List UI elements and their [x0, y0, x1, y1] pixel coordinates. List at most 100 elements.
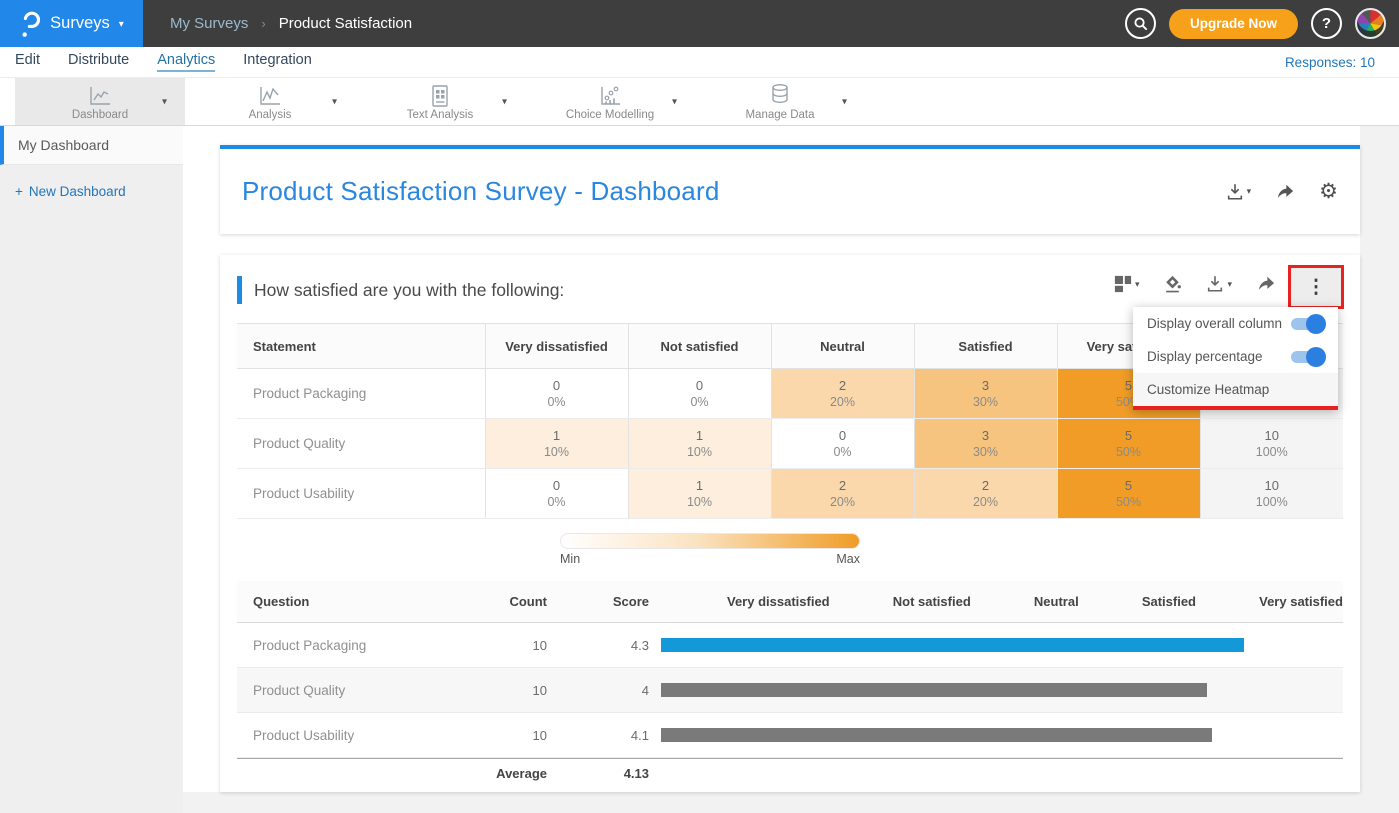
- download-widget-button[interactable]: ▾: [1206, 275, 1232, 293]
- responses-count[interactable]: Responses: 10: [1284, 54, 1375, 70]
- chevron-down-icon[interactable]: ▾: [841, 96, 847, 107]
- score-bar: [661, 638, 1245, 652]
- header-actions: Upgrade Now ?: [1124, 8, 1399, 39]
- fill-color-button[interactable]: [1163, 275, 1182, 293]
- breadcrumb-my-surveys[interactable]: My Surveys: [170, 15, 249, 32]
- scale-very-dissatisfied: Very dissatisfied: [727, 594, 830, 609]
- chart-type-button[interactable]: ▾: [1114, 275, 1139, 293]
- legend-min-label: Min: [560, 552, 581, 566]
- toggle-display-percentage[interactable]: [1291, 346, 1326, 367]
- menu-item-label: Customize Heatmap: [1147, 382, 1270, 397]
- row-label: Product Packaging: [237, 368, 486, 419]
- widget-more-options-button[interactable]: ⋮: [1288, 265, 1344, 309]
- ribbon-label: Manage Data: [745, 108, 815, 121]
- download-dashboard-button[interactable]: ▾: [1226, 183, 1252, 201]
- ribbon-label: Text Analysis: [406, 108, 474, 121]
- tab-distribute[interactable]: Distribute: [68, 52, 130, 68]
- legend-max-label: Max: [836, 552, 860, 566]
- menu-item-customize-heatmap[interactable]: Customize Heatmap: [1133, 373, 1338, 406]
- product-name: Surveys: [50, 14, 110, 32]
- tab-analytics[interactable]: Analytics: [157, 52, 216, 72]
- kebab-menu-icon: ⋮: [1306, 276, 1326, 298]
- widget-options-menu: Display overall column Display percentag…: [1133, 307, 1338, 410]
- col-score: Score: [612, 594, 649, 609]
- main-tab-bar: Edit Distribute Analytics Integration Re…: [0, 47, 1399, 78]
- ribbon-item-manage-data[interactable]: Manage Data ▾: [695, 78, 865, 125]
- heatmap-cell: 1 10%: [628, 418, 772, 469]
- ribbon-label: Choice Modelling: [565, 108, 655, 121]
- heatmap-cell: 2 20%: [771, 468, 915, 519]
- dashboard-sidebar: My Dashboard + New Dashboard: [0, 126, 183, 813]
- app-logo-menu[interactable]: Surveys ▾: [0, 0, 143, 47]
- score-value: 4.1: [630, 727, 649, 743]
- score-value: 4: [641, 682, 649, 698]
- col-satisfied: Satisfied: [914, 323, 1058, 369]
- breadcrumb: My Surveys › Product Satisfaction: [170, 15, 412, 32]
- database-icon: [768, 83, 792, 107]
- avatar[interactable]: [1355, 8, 1386, 39]
- share-widget-button[interactable]: [1256, 275, 1276, 293]
- heatmap-cell: 1 10%: [628, 468, 772, 519]
- col-very-dissatisfied: Very dissatisfied: [485, 323, 629, 369]
- col-not-satisfied: Not satisfied: [628, 323, 772, 369]
- average-value: 4.13: [623, 766, 649, 781]
- ribbon-item-analysis[interactable]: Analysis ▾: [185, 78, 355, 125]
- analysis-chart-icon: [257, 83, 283, 107]
- heatmap-cell: 5 50%: [1057, 418, 1201, 469]
- analytics-ribbon: Dashboard ▾ Analysis ▾ Text Analysis ▾ C…: [0, 78, 1399, 126]
- heatmap-cell: 2 20%: [771, 368, 915, 419]
- satisfaction-widget-card: How satisfied are you with the following…: [220, 255, 1360, 792]
- ribbon-item-dashboard[interactable]: Dashboard ▾: [15, 78, 185, 125]
- ribbon-item-choice-modelling[interactable]: Choice Modelling ▾: [525, 78, 695, 125]
- heatmap-legend-labels: Min Max: [560, 552, 860, 566]
- layout-grid-icon: [1114, 275, 1132, 293]
- widget-toolbar: ▾ ▾: [1114, 275, 1276, 293]
- plus-icon: +: [15, 184, 23, 199]
- heatmap-cell: 2 20%: [914, 468, 1058, 519]
- menu-item-display-percentage[interactable]: Display percentage: [1133, 340, 1338, 373]
- average-row: Average 4.13: [237, 758, 1343, 788]
- chevron-down-icon: ▾: [118, 19, 124, 30]
- heatmap-cell: 0 0%: [771, 418, 915, 469]
- menu-item-label: Display overall column: [1147, 316, 1283, 331]
- menu-item-label: Display percentage: [1147, 349, 1263, 364]
- score-header-row: Question Count Score Very dissatisfied N…: [237, 581, 1343, 623]
- table-row: Product Usability 10 4.1: [237, 713, 1343, 758]
- menu-item-display-overall-column[interactable]: Display overall column: [1133, 307, 1338, 340]
- content-pane: Product Satisfaction Survey - Dashboard …: [183, 126, 1399, 813]
- ribbon-label: Analysis: [248, 108, 292, 121]
- chevron-down-icon[interactable]: ▾: [331, 96, 337, 107]
- col-neutral: Neutral: [771, 323, 915, 369]
- settings-gear-icon[interactable]: ⚙: [1319, 180, 1338, 203]
- chevron-down-icon: ▾: [1246, 186, 1252, 196]
- chevron-down-icon[interactable]: ▾: [161, 96, 167, 107]
- scale-not-satisfied: Not satisfied: [892, 594, 971, 609]
- count-value: 10: [532, 682, 547, 698]
- toggle-knob: [1306, 313, 1326, 334]
- search-icon: [1134, 17, 1148, 31]
- row-label: Product Usability: [253, 727, 355, 743]
- chevron-down-icon[interactable]: ▾: [671, 96, 677, 107]
- breadcrumb-current-survey: Product Satisfaction: [278, 15, 413, 32]
- new-dashboard-button[interactable]: + New Dashboard: [15, 184, 183, 199]
- upgrade-now-button[interactable]: Upgrade Now: [1168, 8, 1298, 39]
- tab-edit[interactable]: Edit: [15, 52, 40, 68]
- ribbon-item-text-analysis[interactable]: Text Analysis ▾: [355, 78, 525, 125]
- help-button[interactable]: ?: [1311, 8, 1342, 39]
- widget-header: How satisfied are you with the following…: [237, 276, 564, 304]
- toggle-display-overall-column[interactable]: [1291, 313, 1326, 334]
- table-row: Product Quality 1 10% 1 10% 0 0% 3 30% 5 50% …: [237, 418, 1343, 469]
- scale-labels: Very dissatisfied Not satisfied Neutral …: [649, 594, 1343, 609]
- col-count: Count: [509, 594, 547, 609]
- sidebar-item-my-dashboard[interactable]: My Dashboard: [0, 126, 183, 165]
- search-button[interactable]: [1124, 8, 1156, 39]
- table-row: Product Packaging 10 4.3: [237, 623, 1343, 668]
- tab-integration[interactable]: Integration: [243, 52, 312, 68]
- download-icon: [1208, 275, 1223, 292]
- scale-very-satisfied: Very satisfied: [1259, 594, 1343, 609]
- bottom-gutter: [183, 792, 1399, 813]
- chevron-down-icon[interactable]: ▾: [501, 96, 507, 107]
- share-button[interactable]: [1275, 183, 1295, 201]
